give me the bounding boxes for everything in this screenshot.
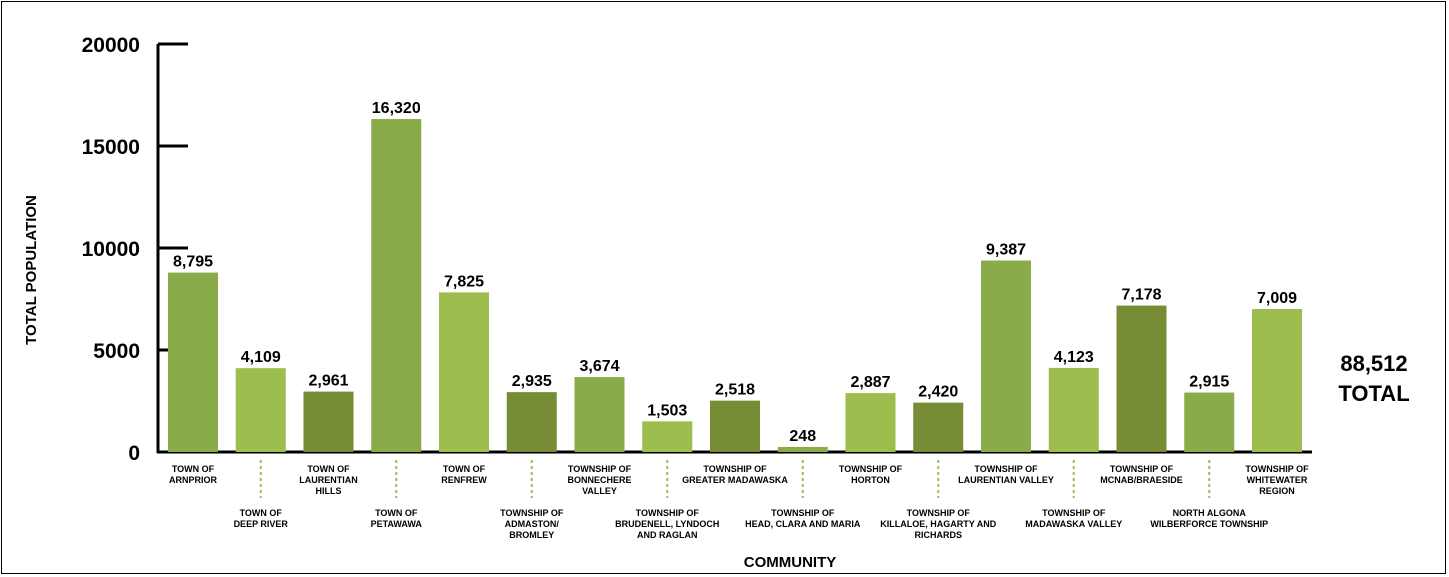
category-label: HORTON [851, 475, 890, 485]
bar [371, 119, 422, 453]
bar-value-label: 7,178 [1121, 287, 1161, 304]
category-label: KILLALOE, HAGARTY AND [880, 519, 996, 529]
category-label: ARNPRIOR [169, 475, 218, 485]
bar [642, 421, 693, 452]
total-value: 88,512 [1340, 351, 1407, 376]
bar [777, 446, 828, 452]
bars [168, 119, 1302, 453]
category-label: AND RAGLAN [637, 530, 698, 540]
category-label: PETAWAWA [371, 519, 423, 529]
category-label: TOWN OF [172, 464, 215, 474]
category-label: DEEP RIVER [234, 519, 289, 529]
category-label: TOWNSHIP OF [1110, 464, 1174, 474]
category-label: BROMLEY [509, 530, 554, 540]
category-label: MCNAB/BRAESIDE [1100, 475, 1183, 485]
category-label: RENFREW [441, 475, 487, 485]
bar [439, 292, 489, 452]
bar [1048, 367, 1099, 452]
bar [913, 402, 964, 452]
category-label: BRUDENELL, LYNDOCH [615, 519, 719, 529]
category-label: TOWNSHIP OF [839, 464, 903, 474]
y-tick-label: 0 [128, 442, 140, 465]
bar-value-label: 2,420 [918, 384, 958, 401]
y-tick-label: 10000 [82, 238, 140, 261]
y-tick-label: 5000 [93, 340, 140, 363]
bar-value-label: 3,674 [579, 358, 619, 375]
bar-value-label: 7,825 [444, 273, 484, 290]
bar [506, 392, 557, 452]
total-label: TOTAL [1338, 381, 1409, 406]
category-label: TOWNSHIP OF [568, 464, 632, 474]
category-label: HEAD, CLARA AND MARIA [745, 519, 861, 529]
bar-value-label: 9,387 [986, 242, 1026, 259]
category-label: LAURENTIAN VALLEY [958, 475, 1054, 485]
category-label: ADMASTON/ [505, 519, 560, 529]
category-label: REGION [1259, 486, 1295, 496]
bar-value-label: 2,961 [308, 373, 348, 390]
category-label: WILBERFORCE TOWNSHIP [1150, 519, 1268, 529]
category-label: TOWNSHIP OF [771, 508, 835, 518]
category-label: TOWNSHIP OF [636, 508, 700, 518]
bar-value-label: 2,915 [1189, 374, 1229, 391]
category-label: TOWNSHIP OF [500, 508, 564, 518]
category-label: TOWNSHIP OF [703, 464, 767, 474]
category-label: VALLEY [582, 486, 617, 496]
category-label: NORTH ALGONA [1173, 508, 1247, 518]
category-label: TOWN OF [307, 464, 350, 474]
y-axis-ticks: 0 5000 10000 15000 20000 [82, 34, 188, 465]
bar-value-label: 2,887 [850, 374, 890, 391]
bar-value-label: 16,320 [372, 100, 421, 117]
bar [1116, 305, 1167, 452]
category-label: TOWN OF [375, 508, 418, 518]
category-label: RICHARDS [914, 530, 962, 540]
bar [1184, 392, 1235, 452]
category-label: TOWN OF [240, 508, 283, 518]
y-tick-label: 20000 [82, 34, 140, 57]
category-label: TOWNSHIP OF [1042, 508, 1106, 518]
category-label: BONNECHERE [567, 475, 631, 485]
bar [574, 377, 625, 452]
bar [303, 391, 354, 452]
bar-value-label: 7,009 [1257, 290, 1297, 307]
bar-value-label: 248 [789, 428, 816, 445]
bar-value-label: 4,109 [241, 349, 281, 366]
category-label: TOWNSHIP OF [907, 508, 971, 518]
bar [710, 400, 760, 452]
bar [1252, 309, 1302, 452]
category-label: GREATER MADAWASKA [682, 475, 788, 485]
bar-value-label: 2,935 [512, 373, 552, 390]
bar [981, 260, 1031, 452]
bar-value-label: 2,518 [715, 382, 755, 399]
value-labels: 8,795 4,109 2,961 16,320 7,825 2,935 3,674 1,50… [173, 100, 1297, 445]
category-label: WHITEWATER [1247, 475, 1308, 485]
bar-value-label: 1,503 [647, 402, 687, 419]
category-label: TOWNSHIP OF [1245, 464, 1309, 474]
category-label: MADAWASKA VALLEY [1025, 519, 1122, 529]
bar [845, 393, 896, 452]
x-axis-title: COMMUNITY [744, 554, 837, 571]
bar-value-label: 8,795 [173, 254, 213, 271]
category-label: HILLS [316, 486, 342, 496]
category-label: LAURENTIAN [299, 475, 358, 485]
y-axis-title: TOTAL POPULATION [23, 195, 40, 345]
category-label: TOWNSHIP OF [974, 464, 1038, 474]
bar-value-label: 4,123 [1054, 349, 1094, 366]
category-label: TOWN OF [443, 464, 486, 474]
bar [235, 368, 286, 452]
bar [168, 272, 218, 452]
y-tick-label: 15000 [82, 136, 140, 159]
